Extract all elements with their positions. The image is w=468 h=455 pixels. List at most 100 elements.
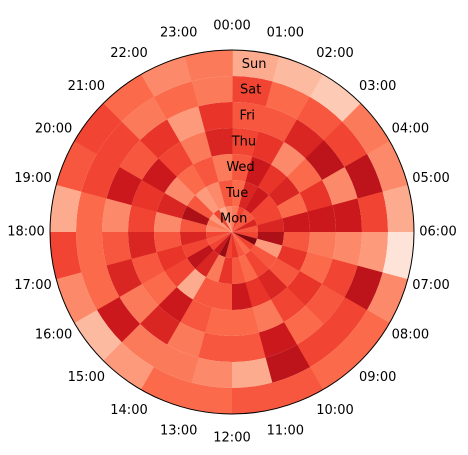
heatmap-cell [309,342,361,391]
hour-tick-label: 10:00 [316,403,353,418]
heatmap-cell [153,344,199,383]
heatmap-cell [232,209,251,232]
heatmap-cell [287,158,323,194]
heatmap-cell [357,191,389,233]
hour-tick-label: 18:00 [7,225,44,240]
heatmap-cell [205,127,233,157]
hour-tick-label: 11:00 [267,424,304,439]
heatmap-cell [231,232,239,259]
heatmap-cell [323,297,368,343]
heatmap-cell [195,250,219,278]
heatmap-cell [232,180,246,207]
heatmap-cell [367,141,408,193]
heatmap-cell [197,332,232,362]
heatmap-cell [205,231,232,239]
hour-tick-label: 23:00 [160,26,197,41]
heatmap-cell [176,268,206,300]
heatmap-cell [121,323,167,368]
heatmap-cell [184,49,233,82]
heatmap-cell [184,382,232,414]
heatmap-cell [186,244,214,269]
heatmap-cell [56,140,98,192]
heatmap-cell [232,219,258,232]
heatmap-cell [332,198,363,233]
hour-tick-label: 05:00 [412,171,449,186]
heatmap-cell [141,56,193,97]
polar-outline [49,49,415,415]
heatmap-cell [96,121,141,167]
heatmap-cell [119,139,159,180]
heatmap-cell [204,307,232,337]
heatmap-cell [225,232,232,258]
heatmap-cell [56,271,97,323]
heatmap-cell [382,184,415,233]
heatmap-cell [156,245,187,271]
heatmap-cell [166,321,206,358]
hour-tick-label: 14:00 [110,403,147,418]
heatmap-cell [213,232,232,255]
heatmap-cell [265,344,310,383]
heatmap-cell [307,232,337,260]
heatmap-cell [193,156,219,187]
hour-labels: 00:00 01:00 02:00 03:00 04:00 05:00 06:00 07:00… [7,19,456,446]
heatmap-cell [139,305,180,345]
heatmap-cell [101,231,132,266]
heatmap-cell [245,277,271,308]
heatmap-cell [49,231,82,280]
heatmap-cell [102,341,154,390]
heatmap-cell [286,271,323,306]
heatmap-cell [231,382,280,415]
hour-tick-label: 04:00 [392,122,429,137]
heatmap-cell [231,282,253,311]
heatmap-cell [232,232,245,258]
heatmap-cell [382,232,414,280]
heatmap-cell [50,184,82,232]
heatmap-cell [323,121,368,168]
heatmap-cell [344,265,383,311]
heatmap-cell [180,131,213,165]
hour-tick-label: 09:00 [359,370,396,385]
heatmap-cell [231,257,246,285]
heatmap-cell [106,258,142,297]
heatmap-cell [198,101,233,132]
heatmap-cell [119,283,159,324]
heatmap-cell [232,225,259,233]
heatmap-cell [164,257,196,288]
heatmap-cell [251,299,284,333]
heatmap-cells [49,49,415,415]
heatmap-cell [254,238,283,259]
heatmap-cell [232,232,258,239]
heatmap-cell [121,96,168,141]
heatmap-cell [258,106,298,143]
day-label: Tue [225,186,248,201]
heatmap-cell [154,81,199,120]
heatmap-cell [96,296,141,343]
heatmap-cell [238,181,259,210]
hour-tick-label: 17:00 [14,278,51,293]
heatmap-cell [244,250,269,278]
heatmap-cell [257,268,288,300]
heatmap-cell [284,119,325,159]
heatmap-cell [127,231,157,259]
hour-tick-label: 02:00 [316,46,353,61]
day-labels: Mon Tue Wed Thu Fri Sat Sun [220,57,266,227]
day-label: Mon [220,212,247,227]
heatmap-cell [296,323,343,368]
heatmap-cell [276,245,308,272]
day-label: Sat [240,83,261,98]
heatmap-cell [272,56,324,98]
hour-tick-label: 08:00 [392,328,429,343]
heatmap-cell [76,190,107,232]
heatmap-cell [232,206,246,232]
heatmap-cell [102,197,132,232]
heatmap-cell [271,367,323,408]
day-label: Fri [240,109,256,124]
heatmap-cell [268,176,300,207]
heatmap-cell [232,232,255,251]
heatmap-cell [305,140,345,181]
heatmap-cell [103,73,155,122]
heatmap-cell [366,272,408,324]
hour-tick-label: 12:00 [213,431,250,446]
heatmap-cell [131,179,165,212]
